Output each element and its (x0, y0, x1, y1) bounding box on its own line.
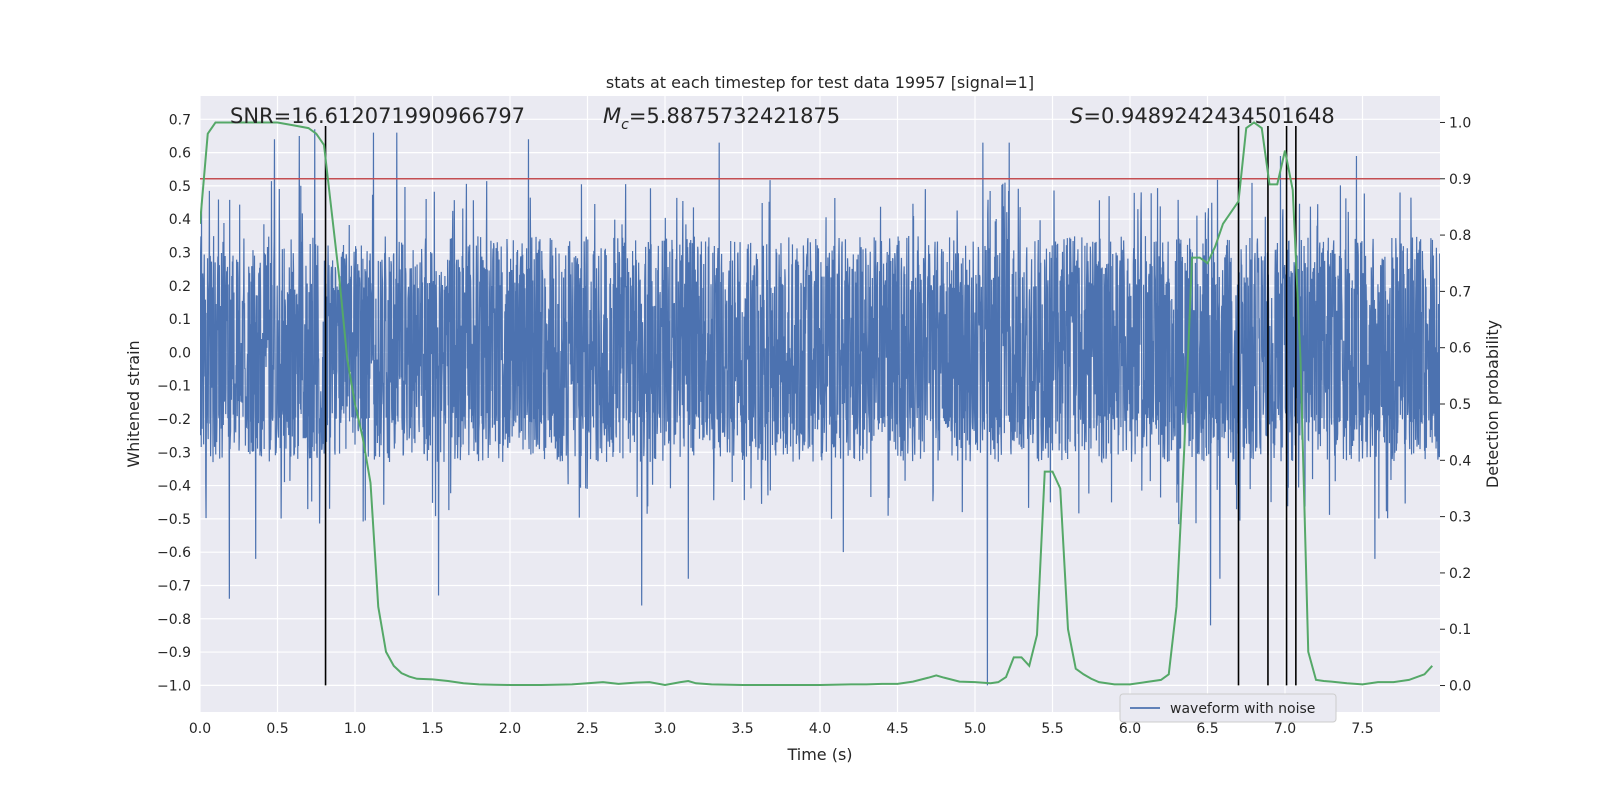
y2-tick-label: 0.8 (1449, 228, 1471, 244)
legend-box (1119, 693, 1337, 723)
snr-annotation: SNR=16.612071990966797 (230, 104, 525, 128)
y2-tick-label: 0.7 (1449, 284, 1471, 300)
y2-tick-labels: 1.0 0.9 0.8 0.7 0.6 0.5 0.4 0.3 0.2 0.1 0.0 (1440, 115, 1471, 695)
x-tick-label: 0.5 (266, 721, 288, 737)
y2-tick-label: 0.1 (1449, 622, 1471, 638)
y-tick-label: −1.0 (157, 678, 191, 694)
chirp-mass-value: =5.8875732421875 (629, 104, 840, 128)
y-tick-label: −0.5 (157, 512, 191, 528)
y-tick-label: −0.6 (157, 545, 191, 561)
y-tick-label: 0.2 (169, 279, 191, 295)
x-tick-label: 7.5 (1351, 721, 1373, 737)
y-axis-label: Whitened strain (124, 340, 143, 467)
x-tick-label: 5.0 (964, 721, 986, 737)
y-tick-label: 0.5 (169, 179, 191, 195)
y-tick-label: 0.7 (169, 112, 191, 128)
score-symbol: S (1070, 104, 1083, 128)
x-axis-label: Time (s) (786, 745, 852, 764)
y-tick-labels: 0.7 0.6 0.5 0.4 0.3 0.2 0.1 0.0 −0.1 −0.2 −0.3 −0.4… (157, 112, 191, 694)
y-tick-label: 0.4 (169, 212, 191, 228)
x-tick-label: 4.5 (886, 721, 908, 737)
y2-tick-label: 0.3 (1449, 510, 1471, 526)
y2-tick-label: 0.4 (1449, 453, 1471, 469)
x-tick-label: 1.5 (421, 721, 443, 737)
chart-title: stats at each timestep for test data 199… (606, 73, 1034, 92)
probability-series (200, 121, 1433, 686)
y2-tick-label: 1.0 (1449, 115, 1471, 131)
y-tick-label: −0.3 (157, 445, 191, 461)
y-tick-label: 0.1 (169, 312, 191, 328)
y-tick-label: 0.6 (169, 146, 191, 162)
x-tick-label: 6.5 (1196, 721, 1218, 737)
legend: waveform with noise (1119, 693, 1337, 723)
y2-tick-label: 0.5 (1449, 397, 1471, 413)
y-tick-label: −0.7 (157, 578, 191, 594)
y-tick-label: −0.9 (157, 645, 191, 661)
x-tick-label: 5.5 (1041, 721, 1063, 737)
y-tick-label: −0.2 (157, 412, 191, 428)
x-tick-label: 3.5 (731, 721, 753, 737)
x-tick-label: 0.0 (189, 721, 211, 737)
chirp-mass-subscript: c (621, 117, 629, 133)
waveform-series (200, 129, 1440, 686)
y-tick-label: −0.8 (157, 612, 191, 628)
x-tick-label: 4.0 (809, 721, 831, 737)
y-tick-label: 0.0 (169, 345, 191, 361)
score-annotation: S=0.9489242434501648 (1070, 104, 1335, 128)
score-value: =0.9489242434501648 (1083, 104, 1334, 128)
y2-axis-label: Detection probability (1483, 320, 1502, 488)
chirp-mass-symbol: M (603, 104, 621, 128)
x-tick-labels: 0.0 0.5 1.0 1.5 2.0 2.5 3.0 3.5 4.0 4.5 5.0 5.5 6.0 6… (189, 721, 1374, 737)
legend-entry-waveform: waveform with noise (1170, 701, 1315, 717)
y2-tick-label: 0.0 (1449, 679, 1471, 695)
y-tick-label: −0.1 (157, 379, 191, 395)
y2-tick-label: 0.9 (1449, 172, 1471, 188)
x-tick-label: 7.0 (1274, 721, 1296, 737)
vertical-lines (324, 125, 1297, 686)
x-tick-label: 1.0 (344, 721, 366, 737)
x-tick-label: 6.0 (1119, 721, 1141, 737)
y2-tick-label: 0.6 (1449, 341, 1471, 357)
chirp-mass-annotation: Mc=5.8875732421875 (603, 104, 840, 133)
x-tick-label: 2.5 (576, 721, 598, 737)
x-tick-label: 2.0 (499, 721, 521, 737)
y-tick-label: −0.4 (157, 479, 191, 495)
y-tick-label: 0.3 (169, 245, 191, 261)
y2-tick-label: 0.2 (1449, 566, 1471, 582)
x-tick-label: 3.0 (654, 721, 676, 737)
